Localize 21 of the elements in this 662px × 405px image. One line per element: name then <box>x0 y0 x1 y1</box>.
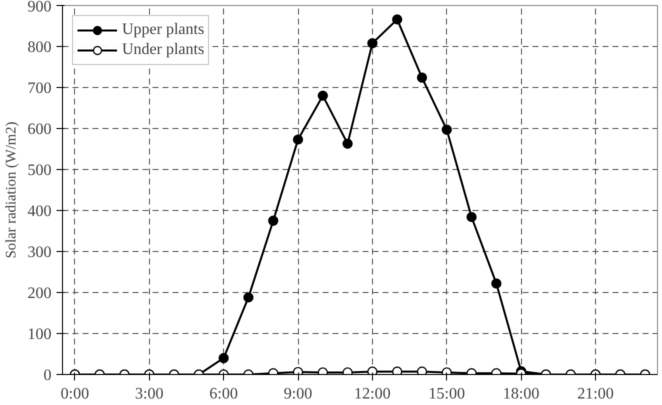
y-tick-label: 300 <box>28 244 52 261</box>
y-tick-label: 700 <box>28 80 52 97</box>
legend-label: Upper plants <box>122 21 204 39</box>
y-tick-label: 400 <box>28 203 52 220</box>
x-tick-label: 9:00 <box>284 386 312 402</box>
x-tick-label: 3:00 <box>135 386 164 402</box>
legend-label: Under plants <box>122 41 204 59</box>
x-tick-label: 15:00 <box>428 386 465 402</box>
y-axis-title: Solar radiation (W/m2) <box>4 122 20 258</box>
y-tick-label: 600 <box>28 121 52 138</box>
y-tick-label: 500 <box>28 162 52 179</box>
x-tick-label: 0:00 <box>60 386 90 402</box>
y-tick-label: 900 <box>28 0 52 16</box>
x-tick-label: 18:00 <box>502 386 540 402</box>
y-tick-label: 100 <box>28 326 52 343</box>
x-tick-label: 21:00 <box>577 386 614 402</box>
y-tick-label: 200 <box>28 285 52 302</box>
y-tick-label: 800 <box>28 39 52 56</box>
y-tick-label: 0 <box>44 367 52 384</box>
x-tick-label: 6:00 <box>209 386 238 402</box>
x-tick-label: 12:00 <box>354 386 391 402</box>
